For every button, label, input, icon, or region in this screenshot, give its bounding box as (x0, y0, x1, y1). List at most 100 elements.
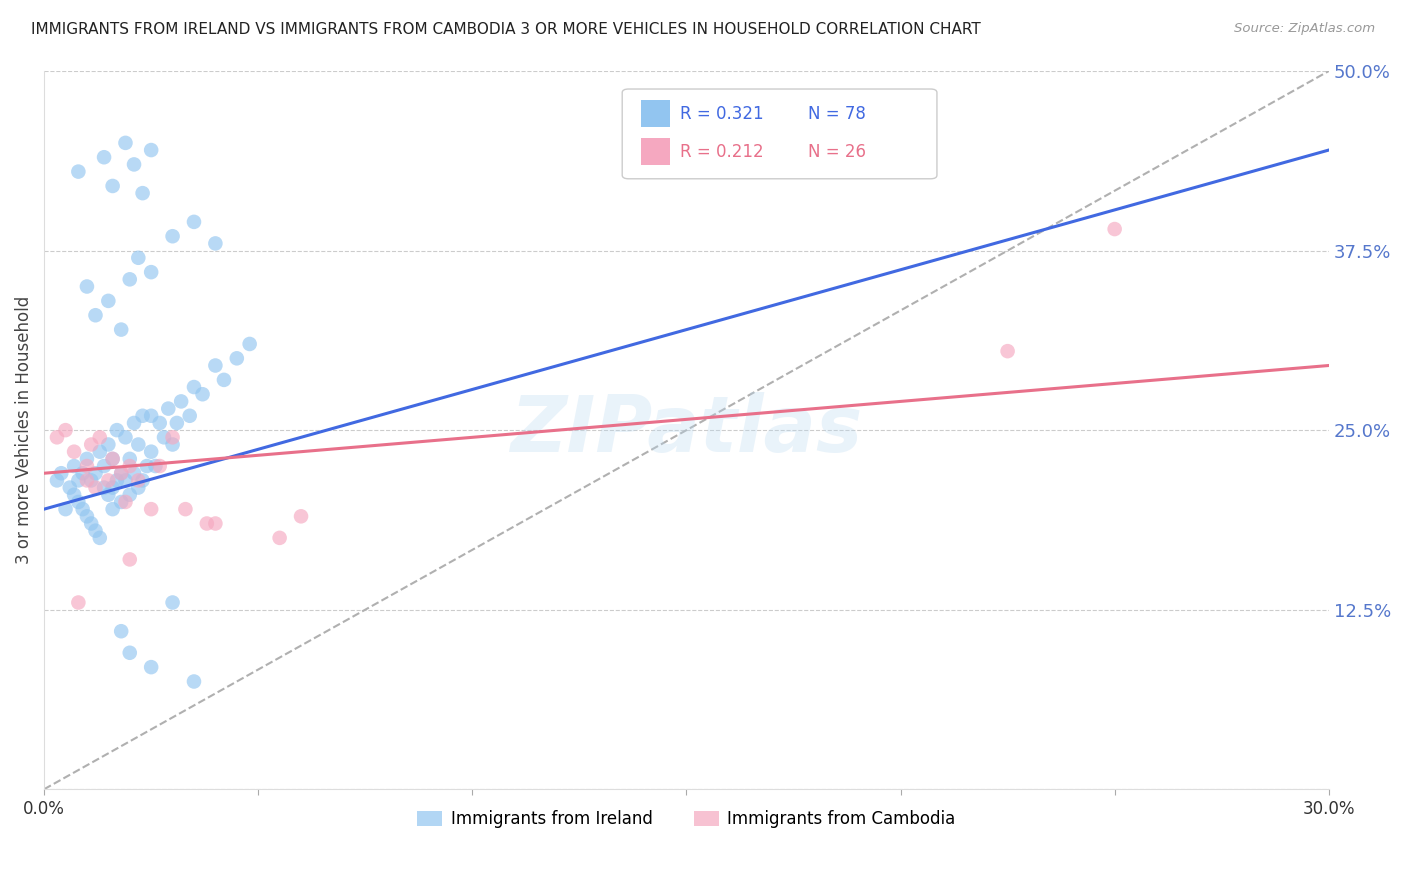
Legend: Immigrants from Ireland, Immigrants from Cambodia: Immigrants from Ireland, Immigrants from… (411, 804, 962, 835)
Text: R = 0.212: R = 0.212 (681, 143, 763, 161)
Point (127, 481, 149, 495)
Point (110, 624, 132, 639)
Point (84, 467, 107, 481)
Point (183, 380, 205, 394)
Point (204, 516, 226, 531)
Point (72, 502, 94, 516)
Point (101, 481, 124, 495)
Point (110, 467, 132, 481)
Point (89, 430, 111, 444)
Bar (641, 100, 669, 128)
Point (131, 474, 153, 488)
Point (67, 474, 90, 488)
Point (118, 552, 141, 566)
FancyBboxPatch shape (623, 89, 936, 178)
Point (89, 444, 111, 458)
Point (97, 488, 120, 502)
Point (76, 279, 98, 293)
Point (225, 351, 247, 366)
Point (46, 474, 69, 488)
Point (122, 157, 145, 171)
Point (84, 308, 107, 322)
Point (89, 531, 111, 545)
Point (80, 474, 103, 488)
Point (174, 502, 197, 516)
Point (105, 474, 128, 488)
Point (93, 150, 115, 164)
Point (80, 516, 103, 531)
Text: R = 0.321: R = 0.321 (681, 104, 763, 122)
Text: ZIPatlas: ZIPatlas (510, 392, 862, 468)
Point (149, 458, 172, 473)
Text: Source: ZipAtlas.com: Source: ZipAtlas.com (1234, 22, 1375, 36)
Point (114, 136, 136, 150)
Point (997, 344, 1019, 359)
Point (84, 524, 107, 538)
Point (122, 467, 145, 481)
Point (105, 423, 128, 437)
Point (212, 373, 235, 387)
Point (127, 474, 149, 488)
Point (290, 509, 312, 524)
Point (93, 458, 115, 473)
Point (141, 265, 163, 279)
Point (141, 444, 163, 458)
Point (239, 337, 262, 351)
Point (166, 416, 188, 430)
Point (1104, 222, 1126, 236)
Point (63, 458, 86, 473)
Point (135, 458, 157, 473)
Point (55, 502, 77, 516)
Point (153, 430, 176, 444)
Text: N = 26: N = 26 (808, 143, 866, 161)
Point (76, 458, 98, 473)
Point (162, 437, 184, 451)
Point (80, 437, 103, 451)
Point (122, 416, 145, 430)
Point (67, 595, 90, 609)
Point (55, 423, 77, 437)
Point (118, 488, 141, 502)
Point (118, 458, 141, 473)
Point (101, 451, 124, 466)
Point (67, 164, 90, 178)
Point (269, 531, 291, 545)
Point (97, 293, 120, 308)
Text: N = 78: N = 78 (808, 104, 866, 122)
Point (101, 178, 124, 193)
Point (114, 495, 136, 509)
Point (101, 451, 124, 466)
Point (149, 416, 172, 430)
Text: IMMIGRANTS FROM IRELAND VS IMMIGRANTS FROM CAMBODIA 3 OR MORE VEHICLES IN HOUSEH: IMMIGRANTS FROM IRELAND VS IMMIGRANTS FR… (31, 22, 980, 37)
Point (183, 674, 205, 689)
Point (145, 458, 167, 473)
Point (51, 467, 73, 481)
Point (183, 215, 205, 229)
Bar (641, 138, 669, 165)
Point (118, 646, 141, 660)
Point (204, 359, 226, 373)
Point (59, 481, 82, 495)
Point (114, 474, 136, 488)
Y-axis label: 3 or more Vehicles in Household: 3 or more Vehicles in Household (15, 296, 32, 565)
Point (141, 143, 163, 157)
Point (76, 451, 98, 466)
Point (141, 409, 163, 423)
Point (101, 502, 124, 516)
Point (110, 495, 132, 509)
Point (204, 236, 226, 251)
Point (63, 444, 86, 458)
Point (195, 516, 218, 531)
Point (131, 409, 153, 423)
Point (170, 394, 193, 409)
Point (46, 430, 69, 444)
Point (76, 509, 98, 524)
Point (93, 481, 115, 495)
Point (191, 387, 214, 401)
Point (97, 474, 120, 488)
Point (110, 467, 132, 481)
Point (67, 495, 90, 509)
Point (63, 488, 86, 502)
Point (157, 401, 180, 416)
Point (118, 272, 141, 286)
